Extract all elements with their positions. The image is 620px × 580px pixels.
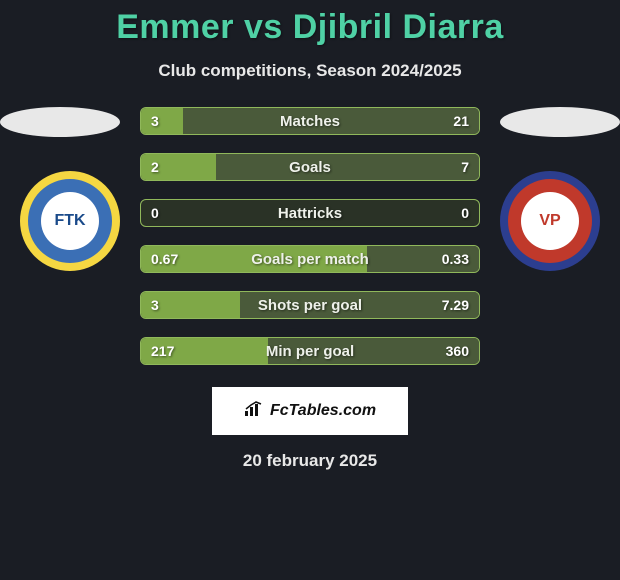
stat-fill-player2 — [216, 154, 479, 180]
stat-row: Goals 2 7 — [140, 153, 480, 181]
stats-container: Matches 3 21 Goals 2 7 Hattricks 0 0 Goals per ma… — [140, 107, 480, 383]
stat-value-player1: 2 — [151, 159, 159, 175]
stat-label: Goals — [289, 159, 331, 176]
stat-label: Shots per goal — [258, 297, 362, 314]
stat-fill-player1 — [141, 108, 183, 134]
stat-value-player1: 217 — [151, 343, 174, 359]
player2-ellipse — [500, 107, 620, 137]
stat-value-player2: 360 — [446, 343, 469, 359]
stat-row: Hattricks 0 0 — [140, 199, 480, 227]
stat-value-player1: 0 — [151, 205, 159, 221]
stat-label: Goals per match — [251, 251, 369, 268]
stat-label: Matches — [280, 113, 340, 130]
stat-value-player2: 21 — [453, 113, 469, 129]
stat-row: Matches 3 21 — [140, 107, 480, 135]
stat-value-player2: 0.33 — [442, 251, 469, 267]
stat-value-player1: 3 — [151, 297, 159, 313]
comparison-content: FTK VP Matches 3 21 Goals 2 7 Hattricks 0 0 Goals… — [0, 107, 620, 377]
player1-club-initials: FTK — [41, 192, 99, 250]
subtitle: Club competitions, Season 2024/2025 — [0, 61, 620, 81]
stat-label: Min per goal — [266, 343, 354, 360]
brand-chart-icon — [244, 401, 264, 422]
stat-row: Goals per match 0.67 0.33 — [140, 245, 480, 273]
player2-club-initials: VP — [521, 192, 579, 250]
player2-club-badge: VP — [500, 171, 600, 271]
brand-label: FcTables.com — [270, 402, 376, 420]
brand-box: FcTables.com — [212, 387, 408, 435]
stat-value-player1: 0.67 — [151, 251, 178, 267]
page-title: Emmer vs Djibril Diarra — [0, 0, 620, 47]
player1-ellipse — [0, 107, 120, 137]
stat-value-player1: 3 — [151, 113, 159, 129]
stat-value-player2: 0 — [461, 205, 469, 221]
stat-row: Min per goal 217 360 — [140, 337, 480, 365]
stat-value-player2: 7.29 — [442, 297, 469, 313]
date-label: 20 february 2025 — [0, 451, 620, 471]
stat-row: Shots per goal 3 7.29 — [140, 291, 480, 319]
stat-value-player2: 7 — [461, 159, 469, 175]
player1-club-badge: FTK — [20, 171, 120, 271]
stat-label: Hattricks — [278, 205, 342, 222]
